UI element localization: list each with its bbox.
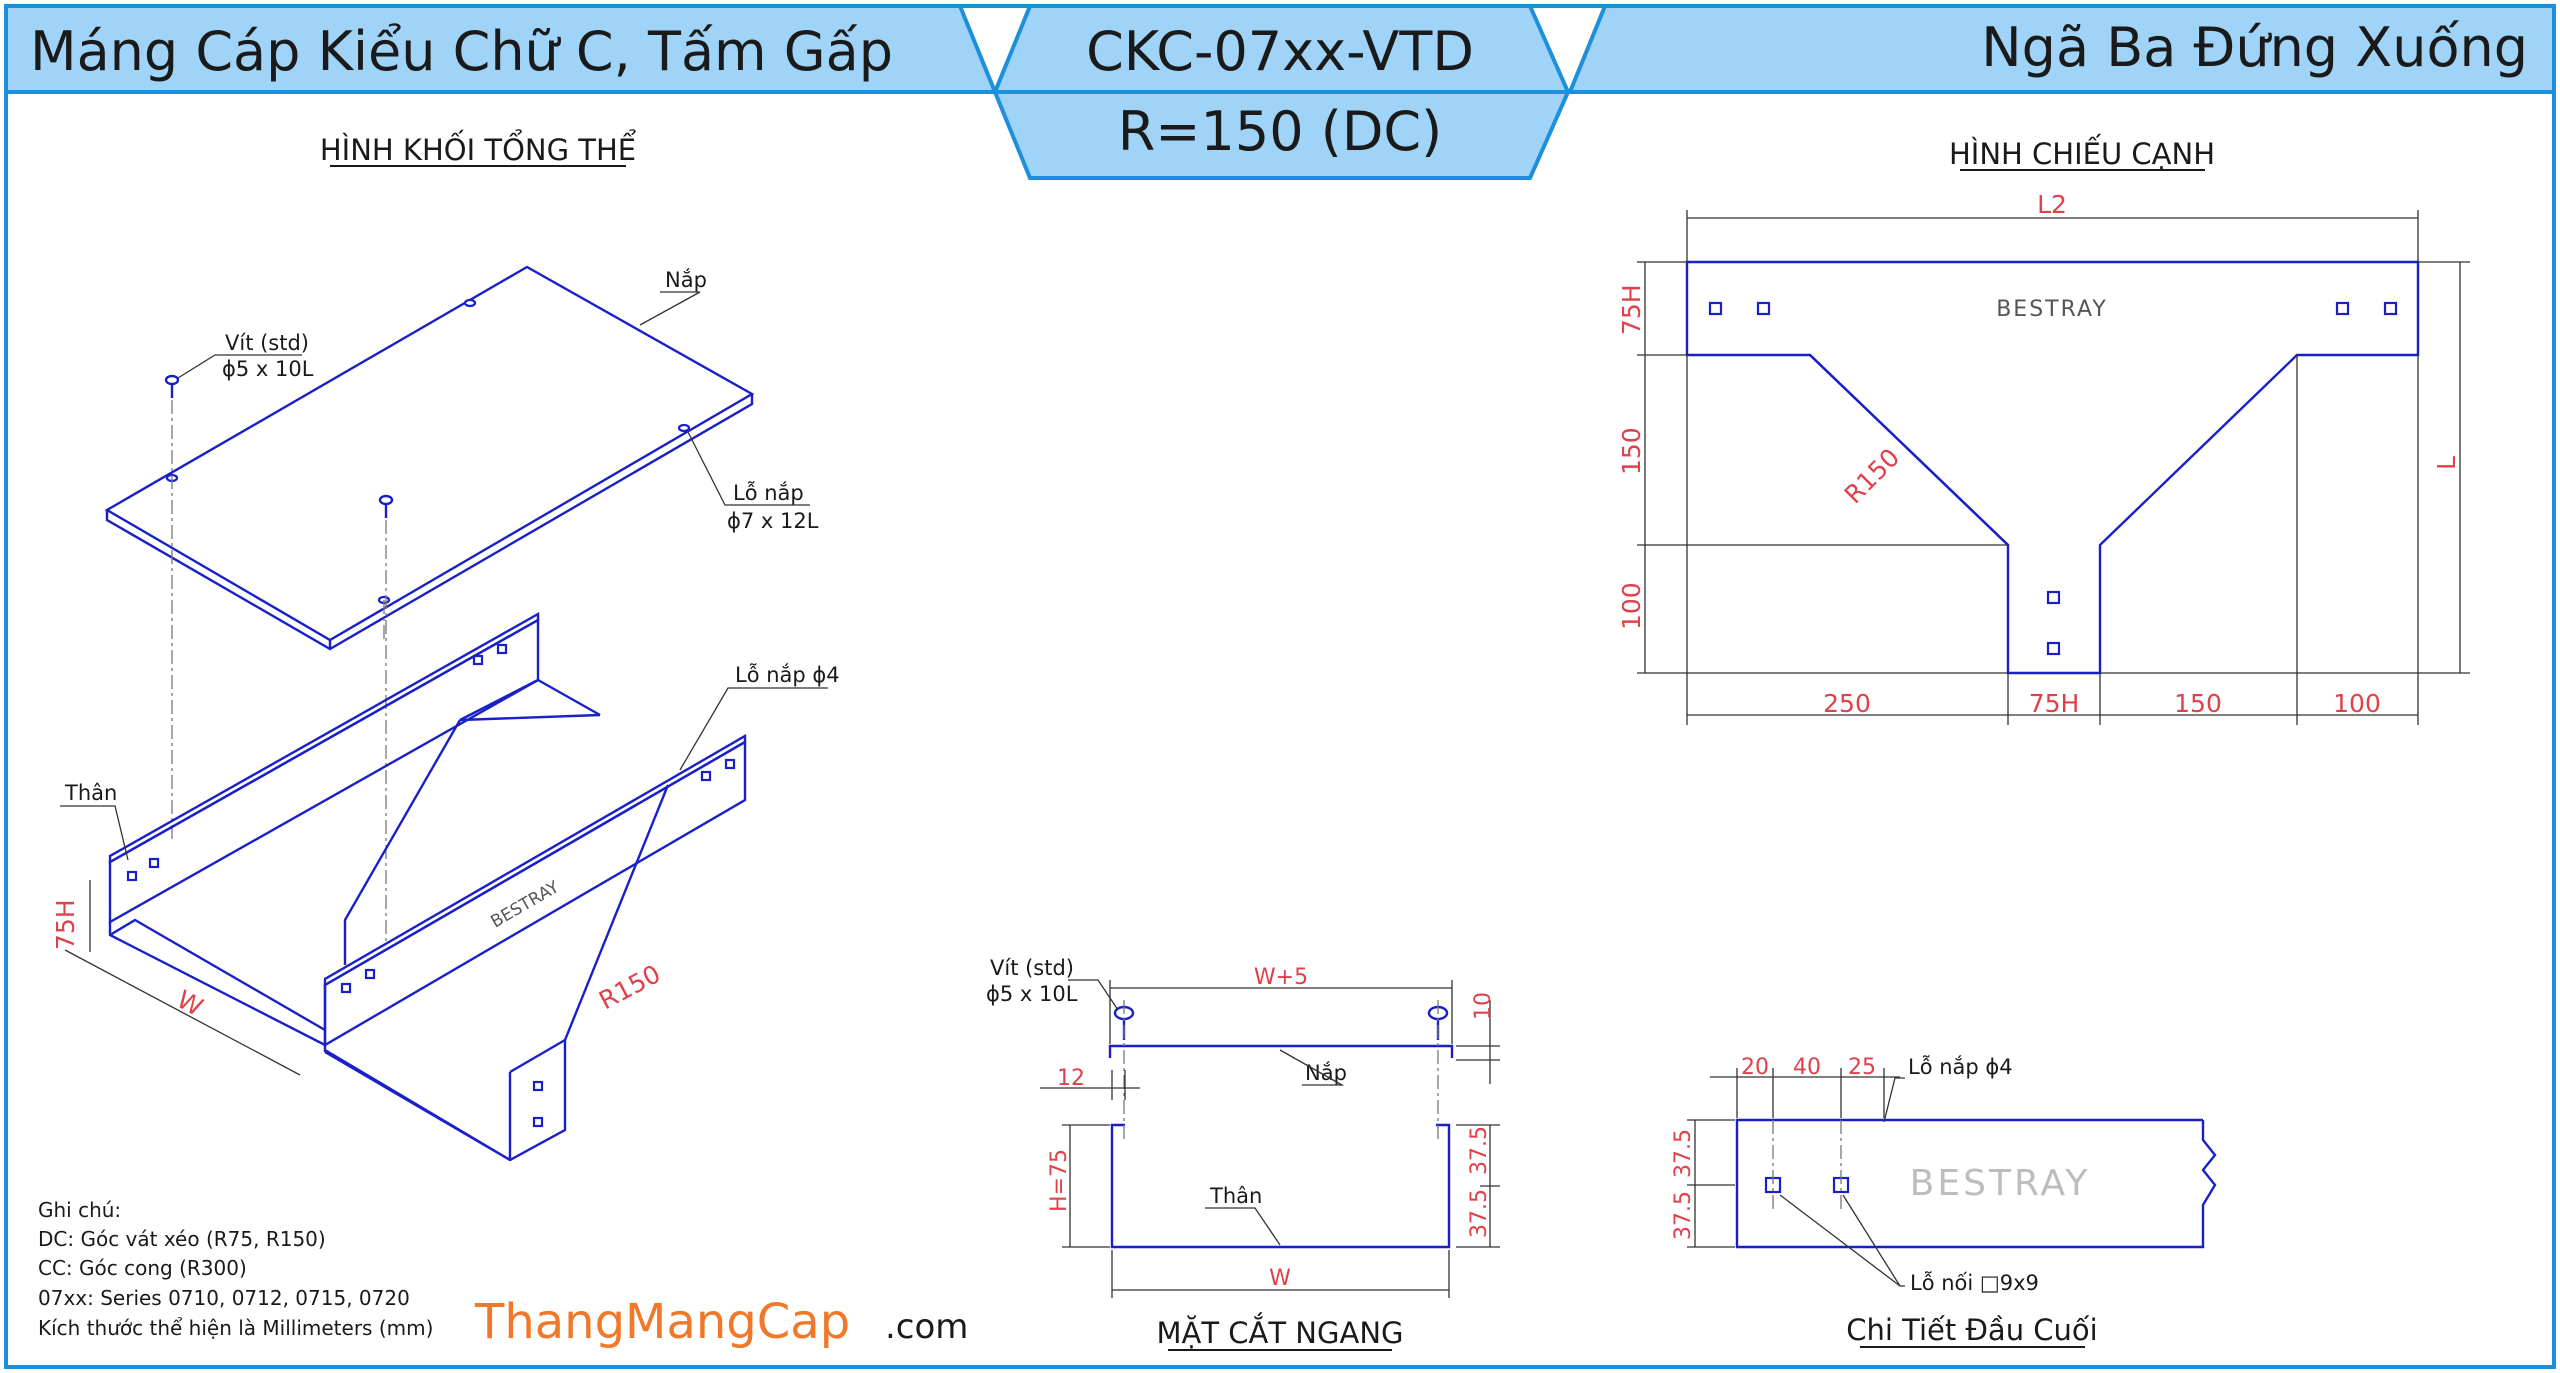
cross-label-body: Thân bbox=[1209, 1184, 1262, 1208]
sheet-border bbox=[4, 4, 2556, 1369]
notes-line-1: DC: Góc vát xéo (R75, R150) bbox=[38, 1227, 326, 1251]
iso-label-body: Thân bbox=[64, 781, 117, 805]
drawing-title-left: Máng Cáp Kiểu Chữ C, Tấm Gấp bbox=[30, 20, 893, 83]
cross-dim-w: W bbox=[1269, 1266, 1291, 1291]
site-watermark: ThangMangCap .com bbox=[474, 1294, 968, 1350]
notes-block: Ghi chú: DC: Góc vát xéo (R75, R150) CC:… bbox=[38, 1198, 433, 1340]
iso-label-screw: Vít (std) bbox=[225, 331, 309, 355]
iso-body bbox=[108, 611, 747, 1162]
end-dim-375-top: 37.5 bbox=[1671, 1129, 1696, 1178]
iso-dim-r150: R150 bbox=[594, 959, 665, 1015]
end-detail-outline bbox=[1735, 1118, 2217, 1249]
section-title-end: Chi Tiết Đầu Cuối bbox=[1846, 1313, 2097, 1347]
iso-view: BESTRAY Nắp Vít (std) ϕ5 x 10L Lỗ nắp ϕ7… bbox=[51, 265, 840, 1162]
end-dim-20: 20 bbox=[1741, 1055, 1769, 1080]
side-dim-r150: R150 bbox=[1839, 443, 1906, 510]
side-dim-l2: L2 bbox=[2037, 190, 2067, 219]
iso-label-cover-hole-4: Lỗ nắp ϕ4 bbox=[735, 662, 840, 687]
radius-spec: R=150 (DC) bbox=[1118, 100, 1442, 163]
end-detail: BESTRAY 20 40 25 Lỗ nắp ϕ4 37.5 37.5 Lỗ … bbox=[1671, 1054, 2217, 1295]
section-title-iso: HÌNH KHỐI TỔNG THỂ bbox=[320, 130, 636, 167]
cross-dim-w5: W+5 bbox=[1254, 965, 1308, 990]
side-dim-l: L bbox=[2432, 456, 2461, 470]
iso-dim-w: W bbox=[172, 985, 207, 1022]
cross-label-screw: Vít (std) bbox=[990, 956, 1074, 980]
side-dim-bottom-100: 100 bbox=[2333, 689, 2381, 718]
watermark-suffix: .com bbox=[885, 1307, 968, 1347]
drawing-title-right: Ngã Ba Đứng Xuống bbox=[1981, 16, 2528, 79]
side-dim-100: 100 bbox=[1617, 582, 1646, 630]
iso-label-cover-hole-size: ϕ7 x 12L bbox=[727, 509, 819, 533]
side-view: BESTRAY L2 L 75H 150 100 R150 250 75H 15… bbox=[1617, 190, 2470, 725]
notes-heading: Ghi chú: bbox=[38, 1198, 121, 1222]
cross-label-cover: Nắp bbox=[1305, 1061, 1347, 1085]
iso-cover bbox=[104, 265, 755, 651]
side-view-outline bbox=[1685, 260, 2420, 675]
end-dim-25: 25 bbox=[1848, 1055, 1876, 1080]
side-brand-logo: BESTRAY bbox=[1996, 297, 2108, 322]
iso-label-cover-hole: Lỗ nắp bbox=[733, 480, 804, 505]
cross-dim-375-bottom: 37.5 bbox=[1467, 1189, 1492, 1238]
watermark-main: ThangMangCap bbox=[474, 1294, 850, 1350]
cross-label-screw-size: ϕ5 x 10L bbox=[986, 982, 1078, 1006]
cross-cover bbox=[1108, 1044, 1454, 1058]
side-dim-bottom-75h: 75H bbox=[2029, 689, 2080, 718]
notes-line-4: Kích thước thể hiện là Millimeters (mm) bbox=[38, 1316, 433, 1340]
side-dim-75h: 75H bbox=[1617, 284, 1646, 335]
cross-dim-10: 10 bbox=[1471, 992, 1496, 1020]
end-dim-375-bottom: 37.5 bbox=[1671, 1191, 1696, 1240]
end-label-joint-hole: Lỗ nối □9x9 bbox=[1910, 1270, 2039, 1295]
title-block: Máng Cáp Kiểu Chữ C, Tấm Gấp CKC-07xx-VT… bbox=[4, 3, 2556, 1369]
section-title-side: HÌNH CHIẾU CẠNH bbox=[1949, 134, 2215, 171]
iso-label-cover: Nắp bbox=[665, 268, 707, 292]
cross-body bbox=[1110, 1123, 1451, 1249]
iso-dim-75h: 75H bbox=[51, 899, 80, 950]
side-dim-150: 150 bbox=[1617, 427, 1646, 475]
cross-section: W+5 10 12 Nắp Thân Vít (std) ϕ5 x 10L H=… bbox=[986, 956, 1500, 1298]
iso-screw-1 bbox=[164, 374, 180, 398]
end-label-hole4: Lỗ nắp ϕ4 bbox=[1908, 1054, 2013, 1079]
side-dim-bottom-150: 150 bbox=[2174, 689, 2222, 718]
iso-label-screw-size: ϕ5 x 10L bbox=[222, 357, 314, 381]
side-dim-bottom-250: 250 bbox=[1823, 689, 1871, 718]
header-right-panel bbox=[1567, 3, 2556, 94]
iso-screw-2 bbox=[378, 494, 394, 518]
cross-dim-12: 12 bbox=[1057, 1066, 1085, 1091]
notes-line-2: CC: Góc cong (R300) bbox=[38, 1256, 247, 1280]
cross-dim-375-top: 37.5 bbox=[1467, 1126, 1492, 1175]
section-title-cross: MẶT CẮT NGANG bbox=[1157, 1313, 1404, 1350]
end-brand-logo: BESTRAY bbox=[1910, 1163, 2091, 1204]
end-dim-40: 40 bbox=[1793, 1055, 1821, 1080]
product-code: CKC-07xx-VTD bbox=[1086, 20, 1474, 83]
cross-dim-h75: H=75 bbox=[1047, 1149, 1072, 1212]
notes-line-3: 07xx: Series 0710, 0712, 0715, 0720 bbox=[38, 1286, 410, 1310]
